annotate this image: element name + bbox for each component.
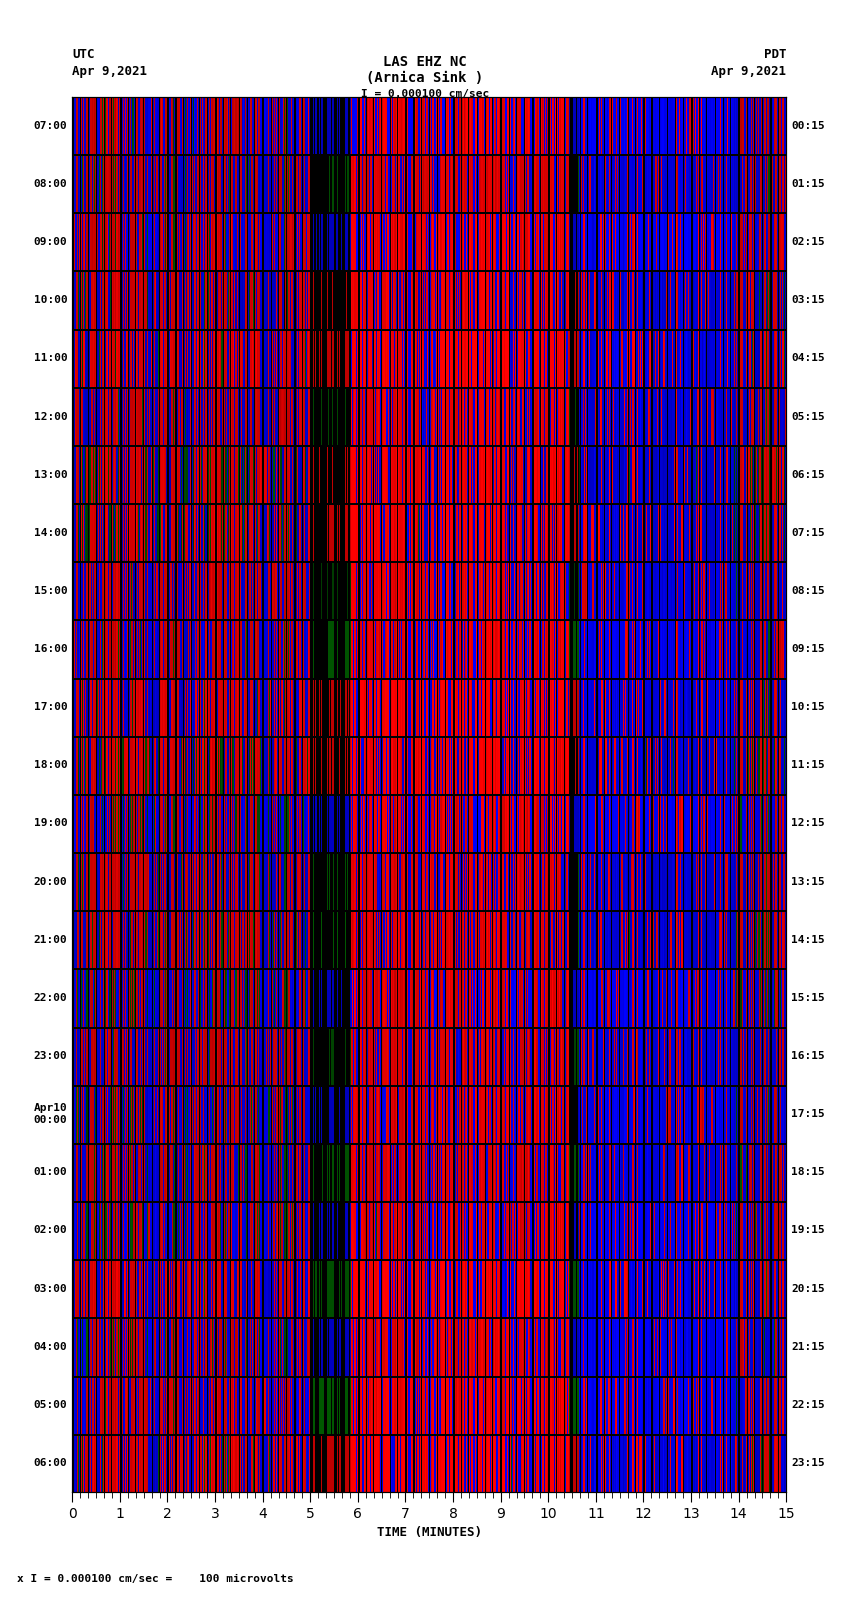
- Text: Apr 9,2021: Apr 9,2021: [72, 65, 147, 77]
- Text: Apr 9,2021: Apr 9,2021: [711, 65, 786, 77]
- X-axis label: TIME (MINUTES): TIME (MINUTES): [377, 1526, 482, 1539]
- Text: PDT: PDT: [764, 48, 786, 61]
- Text: (Arnica Sink ): (Arnica Sink ): [366, 71, 484, 85]
- Text: LAS EHZ NC: LAS EHZ NC: [383, 55, 467, 69]
- Text: UTC: UTC: [72, 48, 94, 61]
- Text: I = 0.000100 cm/sec: I = 0.000100 cm/sec: [361, 89, 489, 98]
- Text: x I = 0.000100 cm/sec =    100 microvolts: x I = 0.000100 cm/sec = 100 microvolts: [17, 1574, 294, 1584]
